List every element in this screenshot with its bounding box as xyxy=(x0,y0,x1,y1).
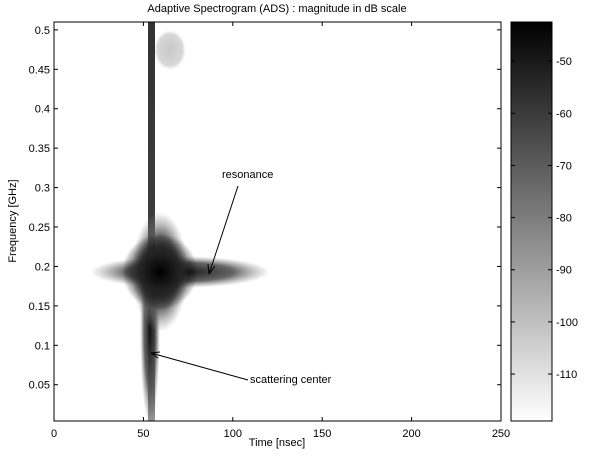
y-tick-label: 0.4 xyxy=(35,104,50,116)
x-tick-label: 50 xyxy=(137,428,149,440)
colorbar-tick-label: -80 xyxy=(556,213,572,225)
y-tick-label: 0.1 xyxy=(35,340,50,352)
x-axis-label: Time [nsec] xyxy=(249,437,305,449)
y-tick-label: 0.05 xyxy=(29,380,50,392)
annotation: resonance xyxy=(222,169,273,181)
y-tick-label: 0.45 xyxy=(29,64,50,76)
colorbar-tick-label: -90 xyxy=(556,265,572,277)
spectrogram xyxy=(54,22,501,421)
y-tick-label: 0.3 xyxy=(35,183,50,195)
y-tick-label: 0.25 xyxy=(29,222,50,234)
x-tick-label: 250 xyxy=(492,428,510,440)
colorbar xyxy=(510,21,553,422)
y-tick-label: 0.35 xyxy=(29,143,50,155)
plot-frame xyxy=(53,21,502,422)
colorbar-tick-label: -70 xyxy=(556,160,572,172)
y-tick-label: 0.2 xyxy=(35,261,50,273)
y-axis-label: Frequency [GHz] xyxy=(7,179,19,262)
y-tick-label: 0.5 xyxy=(35,25,50,37)
y-tick-label: 0.15 xyxy=(29,301,50,313)
chart-title: Adaptive Spectrogram (ADS) : magnitude i… xyxy=(147,3,406,15)
x-tick-label: 200 xyxy=(402,428,420,440)
annotation: scattering center xyxy=(250,374,332,386)
x-tick-label: 0 xyxy=(51,428,57,440)
colorbar-tick-label: -110 xyxy=(556,369,577,381)
colorbar-tick-label: -100 xyxy=(556,317,578,329)
annotations: resonance scattering center xyxy=(150,169,332,386)
x-tick-label: 150 xyxy=(313,428,331,440)
colorbar-tick-label: -60 xyxy=(556,108,572,120)
colorbar-tick-label: -50 xyxy=(556,56,572,68)
x-tick-label: 100 xyxy=(224,428,242,440)
